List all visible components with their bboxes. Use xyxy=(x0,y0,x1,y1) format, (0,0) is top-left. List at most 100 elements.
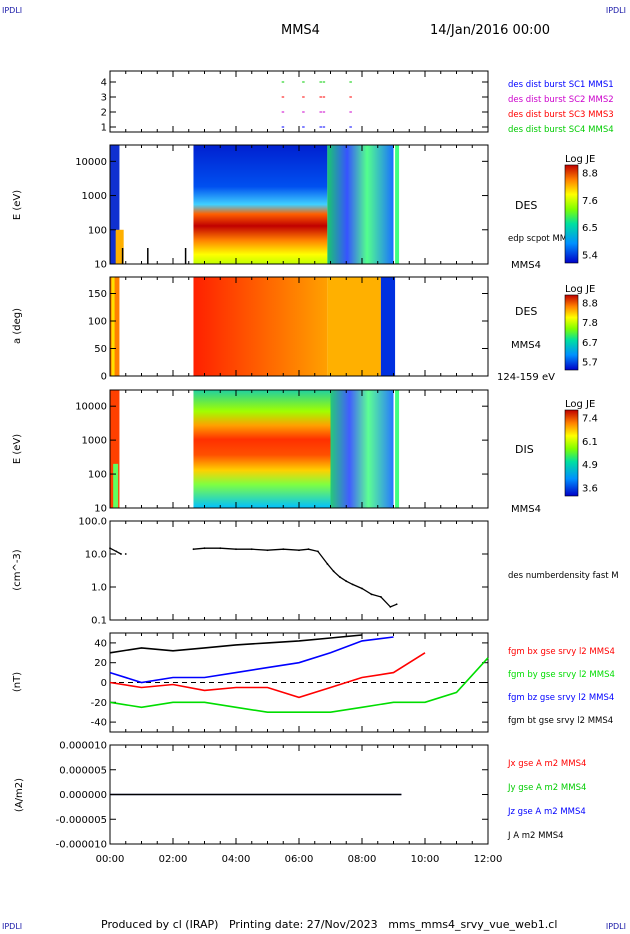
density-point xyxy=(192,548,195,551)
fgm-series-line xyxy=(109,652,426,699)
density-point xyxy=(380,596,382,598)
dis-energy-heat xyxy=(193,390,331,508)
des-pitch-energy-range: 124-159 eV xyxy=(497,372,555,383)
x-tick-label: 02:00 xyxy=(159,854,188,865)
des-energy-colorbar-tick: 7.6 xyxy=(582,196,598,207)
dis-energy-heat xyxy=(110,390,120,508)
current-legend-3: Jz gse A m2 MMS4 xyxy=(507,807,586,817)
density-point xyxy=(115,550,118,553)
density-point xyxy=(317,550,319,553)
current-y-tick-label: 0.000010 xyxy=(59,741,107,752)
density-point xyxy=(203,547,206,550)
dis-energy-y-tick-label: 10000 xyxy=(75,402,107,413)
dis-energy-ylabel: E (eV) xyxy=(12,434,23,464)
corner-tr: IPDLI xyxy=(605,6,626,15)
des-pitch-colorbar-tick: 5.7 xyxy=(582,358,598,369)
des-energy-y-tick-label: 1000 xyxy=(82,191,107,202)
corner-br: IPDLI xyxy=(605,922,626,931)
current-legend-1: Jx gse A m2 MMS4 xyxy=(507,759,586,769)
des-energy-y-tick-label: 100 xyxy=(88,225,107,236)
x-tick-label: 10:00 xyxy=(411,854,440,865)
dis-energy-heat xyxy=(395,390,400,508)
current-y-tick-label: 0.000000 xyxy=(59,790,107,801)
dis-energy-colorbar-tick: 7.4 xyxy=(582,414,598,425)
density-point xyxy=(389,605,392,608)
density-point xyxy=(326,563,329,565)
dis-energy-y-tick-label: 1000 xyxy=(82,436,107,447)
des-pitch-y-tick-label: 0 xyxy=(101,372,107,383)
current-legend-4: J A m2 MMS4 xyxy=(507,831,564,841)
des-energy-colorbar-title: Log JE xyxy=(565,154,595,165)
des-energy-heat xyxy=(327,145,394,264)
footer-printing: Printing date: 27/Nov/2023 xyxy=(228,918,378,931)
des-pitch-y-tick-label: 50 xyxy=(94,344,107,355)
des-pitch-y-tick-label: 150 xyxy=(88,289,107,300)
des-energy-colorbar-tick: 6.5 xyxy=(582,223,598,234)
density-y-tick-label: 100.0 xyxy=(78,517,107,528)
burst-legend-2: des dist burst SC2 MMS2 xyxy=(508,95,614,105)
density-point xyxy=(266,549,269,552)
burst-y-tick-label: 2 xyxy=(101,108,107,119)
density-line xyxy=(193,547,397,608)
burst-y-tick-label: 3 xyxy=(101,93,107,104)
footer-produced: Produced by cl (IRAP) xyxy=(101,918,219,931)
fgm-y-tick-label: 0 xyxy=(101,678,107,689)
des-energy-species: DES xyxy=(515,199,537,212)
des-pitch-colorbar-tick: 7.8 xyxy=(582,318,598,329)
des-energy-colorbar-tick: 5.4 xyxy=(582,251,598,262)
des-pitch-ylabel: a (deg) xyxy=(12,308,23,344)
des-energy-colorbar-tick: 8.8 xyxy=(582,169,598,180)
dis-energy-colorbar-tick: 3.6 xyxy=(582,484,598,495)
density-point xyxy=(351,583,354,586)
des-pitch-heat xyxy=(111,277,115,376)
fgm-series-line xyxy=(109,636,394,684)
x-tick-label: 08:00 xyxy=(348,854,377,865)
des-energy-y-tick-label: 10 xyxy=(94,260,107,271)
dis-energy-colorbar-title: Log JE xyxy=(565,399,595,410)
fgm-legend-2: fgm by gse srvy l2 MMS4 xyxy=(508,670,615,680)
des-pitch-species: DES xyxy=(515,305,537,318)
density-frame xyxy=(109,520,489,621)
density-point xyxy=(345,580,348,583)
x-tick-label: 04:00 xyxy=(222,854,251,865)
des-energy-colorbar xyxy=(564,164,579,264)
x-tick-label: 12:00 xyxy=(474,854,503,865)
density-y-tick-label: 0.1 xyxy=(91,616,107,627)
des-energy-y-tick-label: 10000 xyxy=(75,157,107,168)
density-point xyxy=(339,576,341,578)
density-point xyxy=(395,603,398,606)
density-point xyxy=(282,548,285,551)
current-legend-2: Jy gse A m2 MMS4 xyxy=(507,783,586,793)
des-energy-heat xyxy=(110,145,120,264)
fgm-series-line xyxy=(109,657,489,713)
current-y-tick-label: 0.000005 xyxy=(59,765,107,776)
des-energy-overlay-label: edp scpot MMS4 xyxy=(508,234,578,244)
des-energy-right-label: MMS4 xyxy=(511,260,541,271)
des-energy-heat xyxy=(193,145,328,264)
des-pitch-y-tick-label: 100 xyxy=(88,317,107,328)
current-ylabel: (A/m2) xyxy=(14,778,25,812)
footer-file: mms_mms4_srvy_vue_web1.cl xyxy=(388,918,558,931)
dis-energy-colorbar-tick: 4.9 xyxy=(582,460,598,471)
dis-energy-y-tick-label: 100 xyxy=(88,470,107,481)
des-energy-heat xyxy=(115,229,124,264)
des-pitch-right-label: MMS4 xyxy=(511,340,541,351)
density-point xyxy=(298,549,300,552)
density-point xyxy=(235,548,237,551)
density-point xyxy=(332,570,335,573)
burst-legend-1: des dist burst SC1 MMS1 xyxy=(508,80,614,90)
des-pitch-heat xyxy=(327,277,381,376)
density-y-tick-label: 1.0 xyxy=(91,583,107,594)
density-y-tick-label: 10.0 xyxy=(85,550,107,561)
density-ylabel: (cm^-3) xyxy=(12,549,23,590)
fgm-series-line xyxy=(109,634,363,654)
corner-bl: IPDLI xyxy=(2,922,23,931)
density-point xyxy=(120,553,122,555)
density-point xyxy=(250,548,253,551)
dis-energy-right-label: MMS4 xyxy=(511,504,541,515)
dis-energy-heat xyxy=(330,390,394,508)
des-pitch-heat xyxy=(110,277,120,376)
fgm-y-tick-label: 40 xyxy=(94,638,107,649)
burst-legend-3: des dist burst SC3 MMS3 xyxy=(508,110,614,120)
current-y-tick-label: -0.000010 xyxy=(56,840,107,851)
